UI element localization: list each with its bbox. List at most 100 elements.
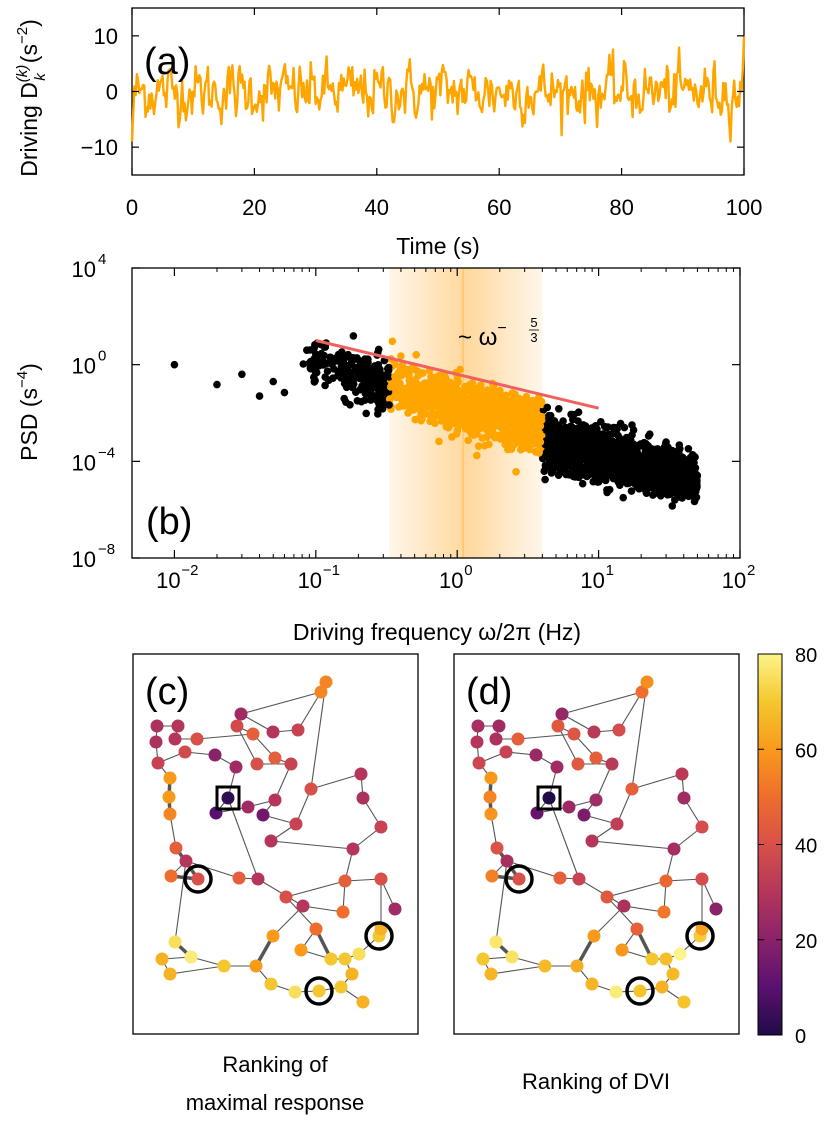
psd-point — [349, 332, 358, 340]
psd-point-band — [447, 406, 455, 415]
psd-point — [671, 460, 680, 469]
psd-point — [691, 495, 699, 504]
psd-point — [357, 397, 366, 406]
psd-point-band — [422, 383, 431, 391]
psd-point — [345, 378, 354, 387]
psd-point — [570, 459, 579, 467]
network-edge — [310, 773, 362, 790]
psd-point — [560, 447, 568, 456]
network-edge — [285, 896, 317, 930]
network-node — [659, 874, 673, 888]
network-node — [485, 869, 499, 883]
network-node — [553, 871, 567, 885]
psd-point — [344, 361, 353, 370]
xtick-exp-b: −1 — [323, 562, 340, 579]
psd-point-band — [462, 394, 470, 403]
network-edge — [185, 860, 240, 879]
psd-point — [334, 350, 343, 359]
network-node — [630, 922, 644, 936]
network-node — [163, 771, 177, 785]
psd-point — [547, 440, 555, 449]
colorbar-tick-label: 0 — [795, 1026, 806, 1048]
psd-point — [585, 471, 593, 479]
psd-point — [656, 492, 665, 500]
psd-point — [555, 435, 563, 444]
psd-point — [620, 478, 629, 486]
network-node — [695, 872, 709, 886]
network-node — [191, 872, 205, 886]
panel-d: (d) Ranking of DVI — [453, 653, 740, 1094]
psd-point — [351, 363, 360, 372]
psd-point — [610, 472, 619, 481]
psd-point-band — [397, 352, 405, 360]
psd-point-band — [398, 384, 406, 393]
psd-point — [362, 409, 371, 418]
psd-point-band — [490, 431, 499, 440]
network-node — [388, 902, 402, 916]
psd-point-band — [405, 371, 413, 379]
network-node — [162, 790, 176, 804]
psd-point — [321, 373, 330, 381]
psd-point-band — [471, 415, 479, 424]
psd-point — [366, 385, 375, 393]
psd-point-band — [442, 390, 451, 399]
psd-point — [545, 448, 553, 457]
network-edge — [631, 773, 683, 790]
network-edge — [169, 965, 225, 975]
psd-point — [652, 473, 660, 482]
psd-point-band — [487, 415, 495, 423]
psd-point-band — [502, 391, 510, 400]
network-node — [605, 757, 619, 771]
network-node — [499, 745, 513, 759]
psd-point — [668, 502, 677, 510]
network-node — [179, 854, 193, 868]
psd-point — [612, 460, 621, 468]
psd-point — [574, 472, 582, 481]
psd-point — [675, 441, 684, 449]
network-edge — [595, 763, 613, 801]
network-edge — [593, 905, 625, 937]
psd-point-band — [412, 351, 421, 359]
psd-point — [321, 343, 330, 351]
xtick-label-a: 100 — [726, 195, 763, 220]
xtick-label-b: 10 — [580, 568, 604, 593]
psd-point — [565, 469, 574, 478]
xtick-label-a: 0 — [126, 195, 138, 220]
psd-point — [641, 442, 649, 451]
xtick-label-a: 80 — [609, 195, 633, 220]
psd-point-band — [486, 400, 495, 409]
psd-point — [353, 354, 361, 362]
network-node — [562, 800, 576, 814]
psd-point — [573, 429, 582, 438]
network-node — [673, 947, 687, 961]
psd-point — [560, 439, 569, 447]
psd-point-band — [449, 397, 458, 406]
svg-text:PSD (s−4): PSD (s−4) — [14, 363, 42, 461]
psd-point — [342, 398, 350, 407]
network-node — [587, 725, 601, 739]
psd-point — [616, 419, 625, 428]
colorbar-tick-label: 20 — [795, 931, 817, 953]
network-node — [585, 977, 599, 991]
ytick-label-a: 0 — [106, 80, 118, 105]
panel-c: (c) Ranking of maximal response — [132, 653, 419, 1115]
network-node — [356, 995, 370, 1009]
psd-point-band — [453, 426, 462, 435]
psd-point — [541, 475, 549, 484]
ylabel-a-unit: (s — [16, 44, 42, 63]
psd-point — [323, 367, 332, 376]
psd-point — [375, 369, 384, 377]
ytick-label-b: 10 — [72, 547, 96, 572]
psd-point-band — [501, 440, 510, 449]
annotation-exp-denominator: 3 — [530, 330, 537, 345]
psd-point — [378, 405, 387, 413]
network-edge — [591, 840, 675, 850]
psd-point — [601, 475, 609, 484]
psd-point-band — [447, 420, 455, 428]
xtick-exp-b: −2 — [181, 562, 198, 579]
network-node — [319, 675, 333, 689]
psd-point — [371, 376, 379, 384]
network-node — [312, 984, 326, 998]
psd-point — [354, 370, 362, 378]
psd-point-band — [478, 434, 487, 442]
